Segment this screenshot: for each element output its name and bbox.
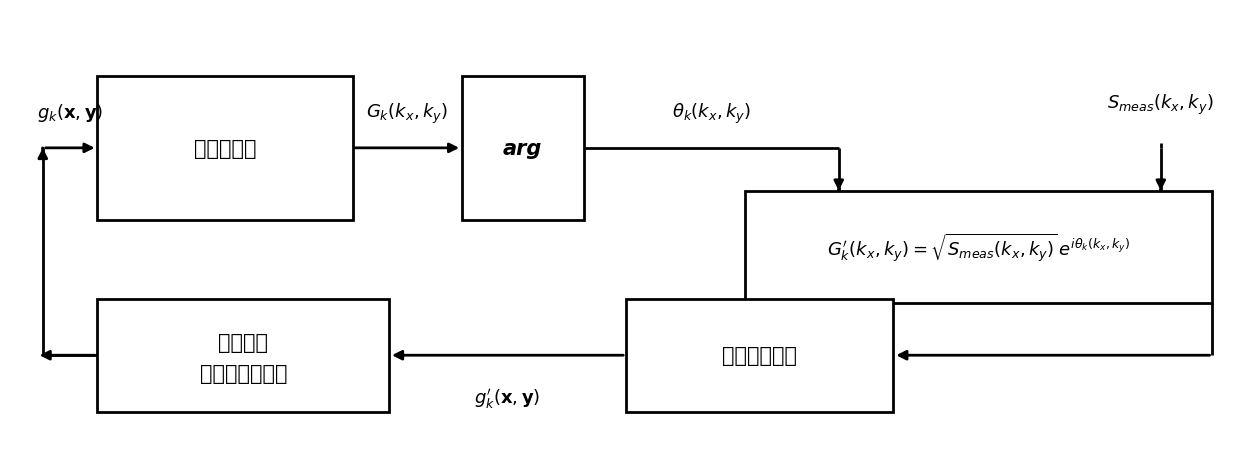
Text: $\theta_k(k_x,k_y)$: $\theta_k(k_x,k_y)$ <box>672 102 750 126</box>
Text: 约束条件: 约束条件 <box>218 332 268 352</box>
Text: （实数、非负）: （实数、非负） <box>200 364 286 383</box>
Text: 逆傅里叶变换: 逆傅里叶变换 <box>722 346 797 365</box>
Text: $g_k^{\prime}(\mathbf{x},\mathbf{y})$: $g_k^{\prime}(\mathbf{x},\mathbf{y})$ <box>475 387 541 411</box>
Text: $S_{meas}(k_x,k_y)$: $S_{meas}(k_x,k_y)$ <box>1107 93 1214 117</box>
Bar <box>98 299 389 412</box>
Text: $g_k(\mathbf{x},\mathbf{y})$: $g_k(\mathbf{x},\mathbf{y})$ <box>37 102 103 124</box>
Text: $G_k^{\prime}(k_x,k_y)=\sqrt{S_{meas}(k_x,k_y)}\,e^{i\theta_k(k_x,k_y)}$: $G_k^{\prime}(k_x,k_y)=\sqrt{S_{meas}(k_… <box>827 231 1130 264</box>
Bar <box>98 77 352 220</box>
Bar <box>744 191 1213 304</box>
Text: arg: arg <box>503 139 542 158</box>
Bar <box>463 77 584 220</box>
Bar <box>626 299 893 412</box>
Text: 傅立叶变换: 傅立叶变换 <box>193 139 257 158</box>
Text: $G_k(k_x,k_y)$: $G_k(k_x,k_y)$ <box>366 102 449 126</box>
